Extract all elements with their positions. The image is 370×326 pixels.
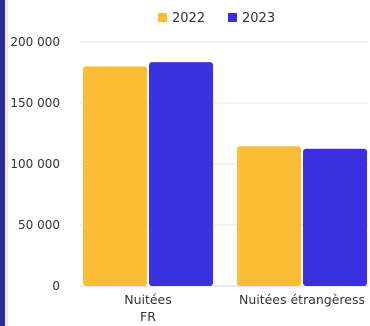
y-tick-label: 0 bbox=[52, 279, 60, 293]
category-label: Nuitées FR bbox=[124, 292, 172, 324]
y-tick-label: 200 000 bbox=[10, 35, 60, 49]
bar-2023-1 bbox=[149, 62, 213, 286]
y-tick-label: 150 000 bbox=[10, 96, 60, 110]
legend-label-2023: 2023 bbox=[242, 11, 275, 26]
legend-swatch-2023 bbox=[228, 13, 237, 22]
left-border-decoration bbox=[0, 0, 5, 326]
left-border-highlight bbox=[5, 0, 8, 326]
legend-label-2022: 2022 bbox=[172, 11, 205, 26]
legend-swatch-2022 bbox=[158, 13, 167, 22]
y-tick-label: 100 000 bbox=[10, 157, 60, 171]
category-label: Nuitées étrangèress bbox=[239, 292, 365, 307]
bar-2022-2 bbox=[237, 146, 301, 286]
y-tick-label: 50 000 bbox=[18, 218, 60, 232]
bar-2023-2 bbox=[303, 148, 367, 286]
bar-2022-1 bbox=[83, 66, 147, 287]
